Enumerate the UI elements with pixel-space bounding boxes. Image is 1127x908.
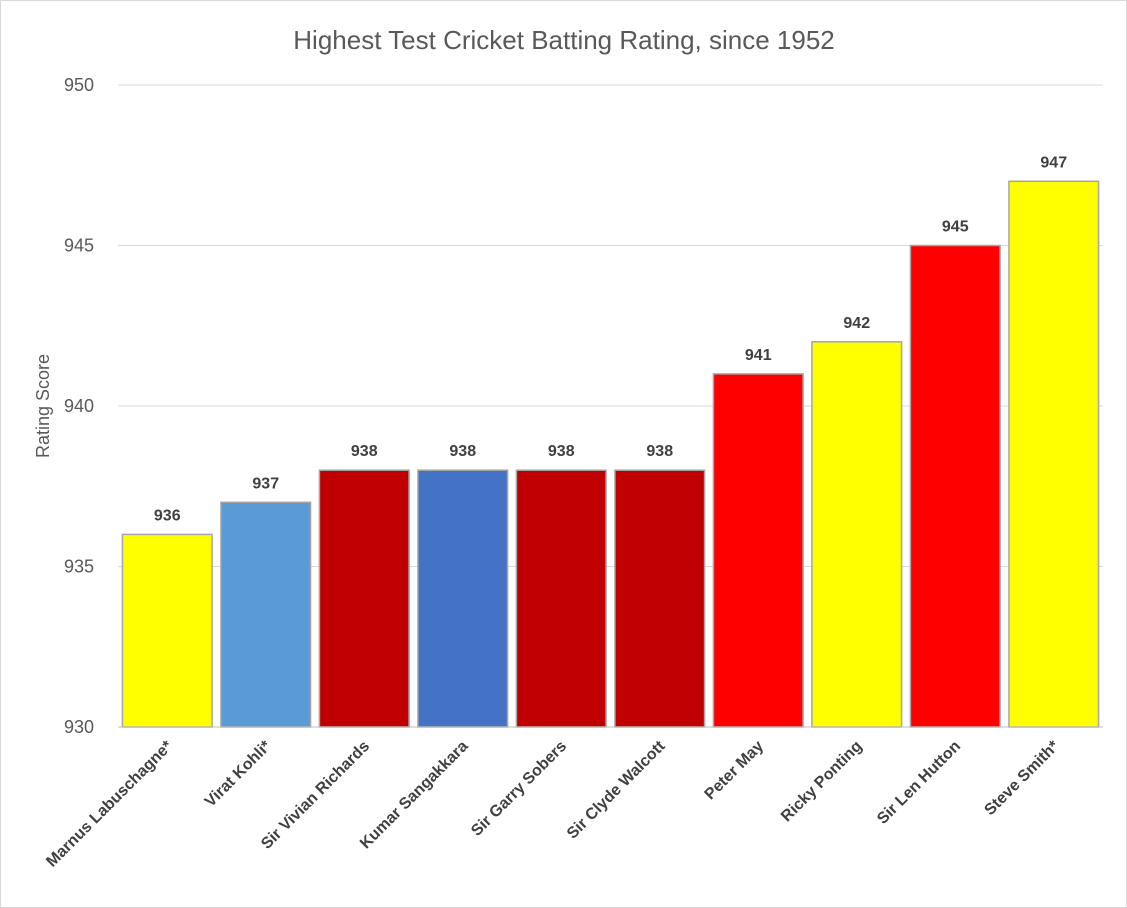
x-tick-label: Sir Garry Sobers — [468, 738, 570, 840]
data-label: 938 — [449, 443, 476, 460]
bar-virat-kohli — [220, 501, 312, 728]
y-tick-label: 935 — [64, 557, 94, 577]
bar-marnus-labuschagne — [121, 533, 213, 728]
x-axis-ticks: Marnus Labuschagne* Virat Kohli*Sir Vivia… — [43, 737, 1063, 870]
data-label: 937 — [252, 475, 279, 492]
data-label: 947 — [1040, 154, 1067, 171]
data-label: 938 — [646, 443, 673, 460]
y-tick-label: 950 — [64, 75, 94, 95]
x-tick-label: Virat Kohli* — [202, 737, 275, 810]
bar-sir-vivian-richards — [318, 469, 410, 728]
data-label: 941 — [745, 347, 772, 364]
data-label: 945 — [942, 219, 969, 236]
x-tick-label: Sir Clyde Walcott — [564, 737, 669, 842]
data-labels: 936 937 938 938 938 938 941 942 945 947 — [154, 154, 1067, 524]
y-axis-ticks: 930 935 940 945 950 — [64, 75, 94, 737]
bar-sir-clyde-walcott — [614, 469, 706, 728]
y-tick-label: 945 — [64, 236, 94, 256]
data-label: 938 — [548, 443, 575, 460]
x-tick-label: Steve Smith* — [981, 737, 1063, 819]
bar-kumar-sangakkara — [417, 469, 509, 728]
data-label: 942 — [843, 315, 870, 332]
y-tick-label: 940 — [64, 396, 94, 416]
data-label: 938 — [351, 443, 378, 460]
bar-sir-garry-sobers — [515, 469, 607, 728]
x-tick-label: Kumar Sangakkara — [357, 738, 472, 853]
bar-steve-smith — [1008, 180, 1100, 728]
y-tick-label: 930 — [64, 717, 94, 737]
x-tick-label: Sir Len Hutton — [874, 738, 964, 828]
data-label: 936 — [154, 507, 181, 524]
y-axis-label: Rating Score — [33, 354, 53, 458]
x-tick-label: Marnus Labuschagne* — [43, 737, 176, 870]
chart-title: Highest Test Cricket Batting Rating, sin… — [293, 25, 834, 55]
bar-ricky-ponting — [811, 341, 903, 728]
x-tick-label: Sir Vivian Richards — [258, 738, 373, 853]
x-tick-label: Ricky Ponting — [778, 738, 865, 825]
bar-peter-may — [712, 373, 804, 728]
bar-sir-len-hutton — [909, 244, 1001, 728]
bars — [121, 180, 1100, 728]
x-tick-label: Peter May — [702, 738, 768, 804]
